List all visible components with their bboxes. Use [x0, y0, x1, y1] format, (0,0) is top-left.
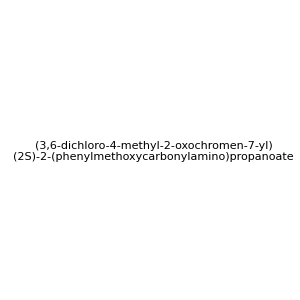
Text: (3,6-dichloro-4-methyl-2-oxochromen-7-yl) (2S)-2-(phenylmethoxycarbonylamino)pro: (3,6-dichloro-4-methyl-2-oxochromen-7-yl… [14, 141, 294, 162]
